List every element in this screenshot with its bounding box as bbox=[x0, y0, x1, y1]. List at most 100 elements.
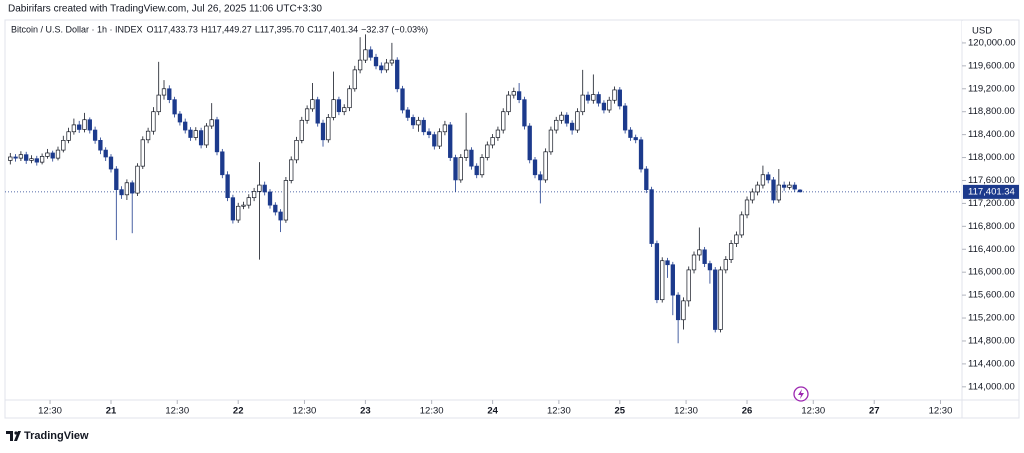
event-bolt[interactable] bbox=[798, 389, 804, 399]
candle-body bbox=[71, 124, 77, 133]
candle-body bbox=[209, 119, 214, 127]
candle-body bbox=[458, 157, 463, 181]
candle-body bbox=[395, 59, 400, 90]
candle-body bbox=[638, 139, 644, 170]
y-tick-label: 116,800.00 bbox=[968, 221, 1015, 232]
candle-body bbox=[405, 109, 410, 118]
candle-body bbox=[432, 134, 437, 147]
candle-body bbox=[580, 94, 585, 113]
candle-body bbox=[267, 191, 273, 206]
candle-body bbox=[527, 125, 532, 161]
y-tick-label: 114,000.00 bbox=[968, 381, 1015, 392]
candle-body bbox=[98, 140, 103, 151]
event-icon[interactable] bbox=[793, 386, 809, 402]
candle-body bbox=[145, 130, 151, 141]
candle-body bbox=[87, 119, 92, 131]
candle-body bbox=[617, 89, 622, 107]
candle-body bbox=[607, 99, 612, 111]
legend-change: −32.37 (−0.03%) bbox=[361, 24, 428, 34]
candle-body bbox=[654, 243, 660, 301]
candle-body bbox=[792, 184, 797, 190]
x-tick-label: 22 bbox=[233, 406, 244, 417]
candle-body bbox=[585, 94, 591, 101]
candle-body bbox=[45, 152, 50, 157]
x-tick-label: 23 bbox=[360, 406, 371, 417]
candle-body bbox=[167, 88, 172, 101]
candle-body bbox=[55, 149, 61, 159]
candle-body bbox=[421, 119, 426, 133]
candle-body bbox=[485, 144, 490, 158]
candle-body bbox=[755, 184, 760, 193]
candle-body bbox=[591, 94, 596, 101]
candle-body bbox=[50, 152, 55, 159]
candle-body bbox=[596, 94, 601, 104]
candle-body bbox=[744, 199, 750, 216]
y-tick-label: 115,200.00 bbox=[968, 313, 1015, 324]
candle-body bbox=[82, 119, 87, 130]
candle-body bbox=[204, 125, 209, 146]
candle-body bbox=[564, 114, 569, 124]
legend-close: C117,401.34 bbox=[307, 24, 358, 34]
candle-body bbox=[702, 249, 707, 264]
last-price-label: 117,401.34 bbox=[968, 186, 1015, 197]
candle-body bbox=[538, 174, 543, 181]
candle-body bbox=[776, 184, 781, 201]
candle-body bbox=[183, 121, 188, 131]
credit: Dabirifars created with TradingView.com,… bbox=[8, 4, 322, 15]
brand: TradingView bbox=[24, 430, 89, 442]
candle-body bbox=[29, 158, 34, 161]
legend-open: O117,433.73 bbox=[147, 24, 198, 34]
plot bbox=[5, 34, 962, 344]
candle-body bbox=[622, 105, 628, 131]
candle-body bbox=[161, 88, 167, 96]
candle-body bbox=[781, 184, 787, 188]
candle-body bbox=[214, 119, 220, 153]
candle-body bbox=[723, 259, 728, 271]
candle-body bbox=[193, 130, 198, 138]
candle-body bbox=[172, 99, 177, 115]
candle-body bbox=[92, 129, 98, 141]
candle-body bbox=[289, 159, 294, 181]
x-tick-label: 12:30 bbox=[547, 406, 571, 417]
candle-body bbox=[24, 154, 29, 161]
candle-body bbox=[198, 130, 204, 146]
candle-body bbox=[347, 88, 352, 109]
candle-body bbox=[342, 107, 347, 113]
candle-body bbox=[304, 108, 310, 121]
candle-body bbox=[463, 149, 469, 158]
candle-body bbox=[320, 122, 326, 141]
candle-body bbox=[119, 189, 124, 196]
y-tick-label: 114,800.00 bbox=[968, 335, 1015, 346]
x-tick-label: 27 bbox=[869, 406, 880, 417]
candle-body bbox=[474, 165, 479, 176]
candle-body bbox=[554, 119, 559, 131]
candle-body bbox=[728, 243, 734, 260]
candle-body bbox=[61, 140, 66, 151]
last-price-box bbox=[963, 184, 1019, 199]
candle-body bbox=[336, 99, 342, 113]
candle-body bbox=[363, 49, 368, 61]
candle-body bbox=[649, 189, 654, 244]
candle-body bbox=[479, 157, 485, 176]
candle-body bbox=[707, 263, 713, 271]
currency: USD bbox=[972, 26, 992, 37]
candle-body bbox=[13, 156, 18, 159]
candle-body bbox=[251, 191, 257, 199]
legend: Bitcoin / U.S. Dollar · 1h · INDEX O117,… bbox=[11, 24, 428, 34]
candle-body bbox=[315, 99, 320, 124]
candle-body bbox=[686, 269, 691, 302]
x-tick-label: 12:30 bbox=[674, 406, 698, 417]
candle-body bbox=[241, 204, 246, 207]
candle-body bbox=[681, 300, 686, 321]
candle-body bbox=[130, 182, 135, 194]
candle-body bbox=[124, 182, 130, 196]
y-tick-label: 115,600.00 bbox=[968, 290, 1015, 301]
candle-body bbox=[750, 191, 755, 201]
chart-frame bbox=[4, 19, 1020, 419]
candle-body bbox=[220, 151, 225, 176]
candle-body bbox=[66, 131, 71, 141]
candle-body bbox=[188, 129, 193, 138]
candle-body bbox=[310, 99, 315, 110]
candle-body bbox=[501, 111, 506, 131]
x-tick-label: 24 bbox=[487, 406, 498, 417]
